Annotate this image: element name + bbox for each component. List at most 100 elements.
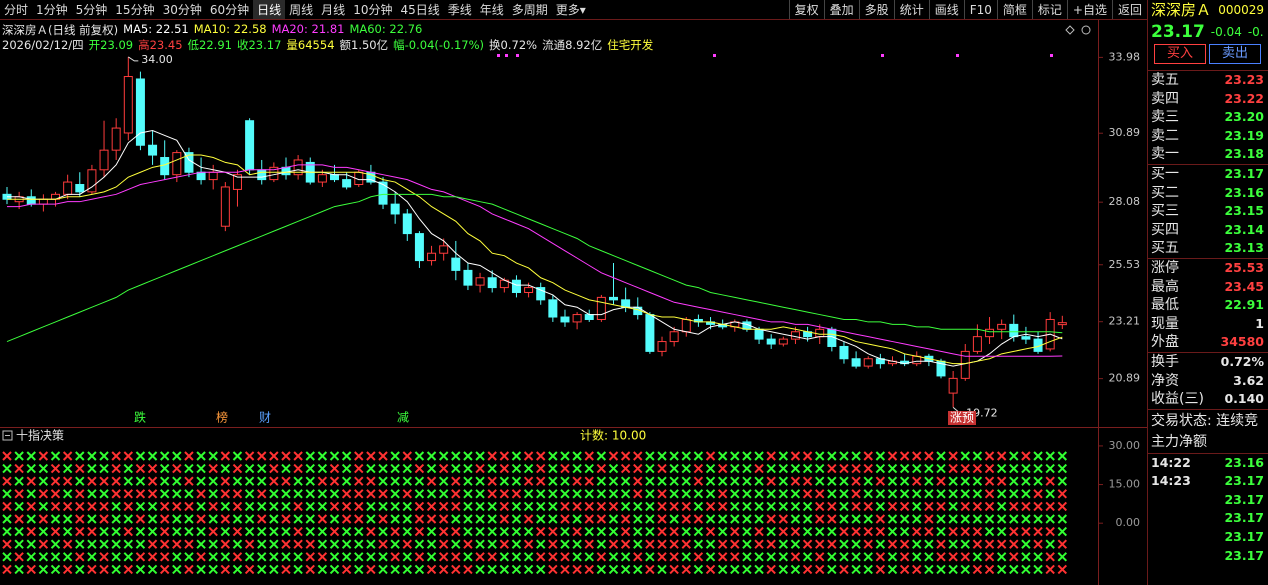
signal-mark xyxy=(2,552,12,562)
signal-mark xyxy=(851,489,861,499)
signal-mark xyxy=(693,451,704,461)
signal-mark xyxy=(887,489,898,499)
period-tab[interactable]: 30分钟 xyxy=(162,3,202,17)
trades: 14:22 23.16 14:23 23.17 23.17 23.17 23.17 23.17 xyxy=(1148,452,1268,566)
signal-mark xyxy=(730,552,740,562)
signal-mark xyxy=(62,526,73,537)
signal-mark xyxy=(341,514,352,524)
signal-mark xyxy=(38,501,49,512)
signal-mark xyxy=(414,501,425,512)
signal-mark xyxy=(26,514,36,524)
signal-mark xyxy=(220,539,231,549)
signal-mark xyxy=(1021,501,1031,512)
signal-mark xyxy=(341,552,352,562)
tool-button[interactable]: 简框 xyxy=(996,0,1032,19)
tool-button[interactable]: 统计 xyxy=(893,0,929,19)
period-tab[interactable]: 月线 xyxy=(321,3,346,17)
quote-row: 买三 23.15 xyxy=(1148,202,1268,221)
signal-mark xyxy=(572,489,582,499)
candle-body xyxy=(220,186,230,227)
signal-mark xyxy=(899,564,910,575)
period-tab[interactable]: 日线 xyxy=(253,0,286,19)
period-tab[interactable]: 更多▾ xyxy=(555,3,586,17)
quote-item: 低22.91 xyxy=(187,38,232,52)
sell-button[interactable]: 卖出 xyxy=(1209,44,1261,64)
collapse-icon[interactable] xyxy=(2,430,13,441)
signal-mark xyxy=(293,451,303,461)
y-tick-label: 28.08 xyxy=(1109,195,1141,208)
row-value: 23.19 xyxy=(1224,127,1264,143)
tool-button[interactable]: 复权 xyxy=(788,0,824,19)
signal-mark xyxy=(790,501,801,512)
period-tab[interactable]: 1分钟 xyxy=(36,3,68,17)
period-tab[interactable]: 45日线 xyxy=(400,3,440,17)
tool-button[interactable]: 画线 xyxy=(928,0,964,19)
signal-mark xyxy=(596,451,607,461)
signal-mark xyxy=(111,451,121,461)
signal-mark xyxy=(936,526,946,537)
signal-mark xyxy=(378,489,388,499)
period-tab[interactable]: 60分钟 xyxy=(209,3,250,17)
tool-button[interactable]: F10 xyxy=(963,0,997,19)
y-tick-label: 0.00 xyxy=(1116,516,1141,529)
signal-mark xyxy=(608,451,619,461)
signal-mark xyxy=(38,526,49,537)
signal-mark xyxy=(875,514,886,524)
period-tab[interactable]: 年线 xyxy=(479,3,504,17)
tool-button[interactable]: 标记 xyxy=(1031,0,1067,19)
signal-mark xyxy=(815,564,825,575)
signal-mark xyxy=(50,451,61,461)
icon-diamond[interactable] xyxy=(1065,25,1075,35)
period-tab[interactable]: 15分钟 xyxy=(115,3,155,17)
signal-mark xyxy=(281,564,291,575)
signal-mark xyxy=(438,463,449,474)
quote-row: 外盘 34580 xyxy=(1148,333,1268,352)
signal-mark xyxy=(633,552,643,562)
candle-body xyxy=(135,78,145,146)
candle-body xyxy=(645,314,655,352)
quote-row: 买二 23.16 xyxy=(1148,184,1268,203)
buy-button[interactable]: 买入 xyxy=(1154,44,1206,64)
period-tab[interactable]: 多周期 xyxy=(511,3,548,17)
period-tab[interactable]: 分时 xyxy=(4,3,29,17)
signal-mark xyxy=(329,552,340,562)
signal-mark xyxy=(317,526,328,537)
row-label: 买三 xyxy=(1151,203,1179,220)
period-tab[interactable]: 周线 xyxy=(289,3,314,17)
signal-mark xyxy=(754,463,764,474)
tool-button[interactable]: 叠加 xyxy=(823,0,859,19)
candle-body xyxy=(669,331,679,343)
tool-button[interactable]: 返回 xyxy=(1111,0,1147,19)
signal-mark xyxy=(208,564,218,575)
quote-item: 量64554 xyxy=(286,38,335,52)
signal-mark xyxy=(560,526,570,537)
candle-body xyxy=(609,296,618,301)
signal-mark xyxy=(475,476,485,486)
signal-mark xyxy=(960,451,970,461)
signal-mark xyxy=(875,489,886,499)
signal-mark xyxy=(463,564,473,575)
signal-mark xyxy=(2,526,12,537)
signal-mark xyxy=(596,514,607,524)
signal-mark xyxy=(742,463,752,474)
signal-mark xyxy=(414,451,425,461)
tool-button[interactable]: +自选 xyxy=(1066,0,1112,19)
icon-circle[interactable] xyxy=(1081,25,1091,35)
tool-button[interactable]: 多股 xyxy=(858,0,894,19)
signal-mark xyxy=(232,476,243,486)
signal-mark xyxy=(341,564,352,575)
signal-mark xyxy=(50,564,61,575)
signal-mark xyxy=(766,564,776,575)
period-tab[interactable]: 5分钟 xyxy=(75,3,108,17)
row-value: 25.53 xyxy=(1224,259,1264,275)
period-tab[interactable]: 季线 xyxy=(447,3,472,17)
period-tab[interactable]: 10分钟 xyxy=(353,3,393,17)
signal-mark xyxy=(26,552,36,562)
signal-mark xyxy=(681,552,691,562)
signal-mark xyxy=(123,476,134,486)
signal-mark xyxy=(232,501,243,512)
signal-mark xyxy=(620,501,631,512)
event-tag: 财 xyxy=(259,411,271,425)
signal-mark xyxy=(730,539,740,549)
signal-mark xyxy=(38,552,49,562)
